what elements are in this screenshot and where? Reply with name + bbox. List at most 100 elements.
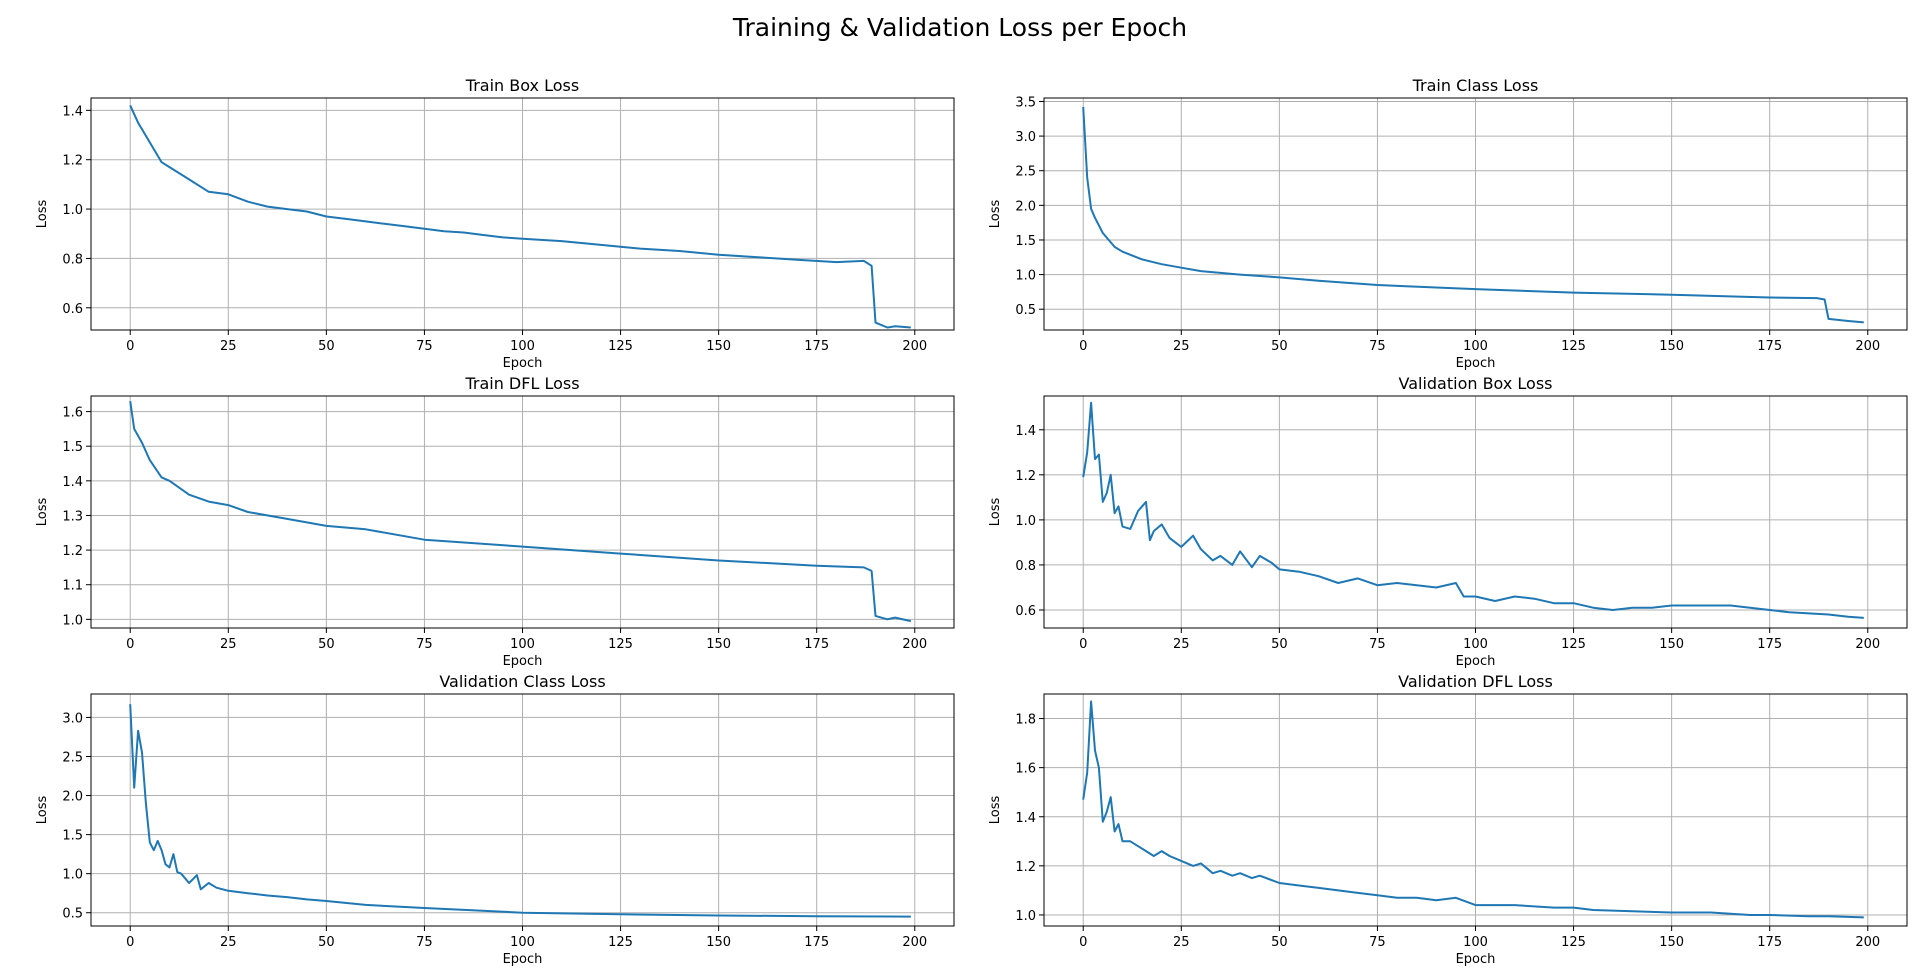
series-line	[1082, 700, 1864, 919]
x-tick-label: 0	[126, 339, 134, 354]
subplot-grid: 0 25 50 75 100 125 150 175 200 0.6 0.8 1.0 1.2 1.4 Tra…	[35, 76, 1908, 967]
x-tick-label: 0	[126, 637, 134, 652]
subplot-validation-dfl-loss: 0 25 50 75 100 125 150 175 200 1.0 1.2 1.4 1.6 1.8 Val…	[988, 672, 1908, 967]
series-line	[129, 401, 912, 623]
x-tick-label: 50	[1271, 339, 1288, 354]
subplot-title: Train Class Loss	[1412, 76, 1539, 95]
y-tick-label: 1.5	[62, 829, 83, 844]
y-tick-label: 3.0	[1015, 130, 1036, 145]
series-line	[129, 704, 911, 918]
x-tick-label: 200	[902, 637, 927, 652]
x-tick-label: 0	[1079, 935, 1087, 950]
x-tick-label: 175	[1757, 935, 1782, 950]
y-tick-label: 1.4	[1015, 811, 1036, 826]
x-tick-label: 75	[1369, 935, 1386, 950]
x-tick-label: 75	[1369, 637, 1386, 652]
x-tick-label: 50	[318, 637, 335, 652]
x-tick-label: 125	[608, 935, 633, 950]
x-tick-label: 0	[1079, 637, 1087, 652]
x-tick-label: 0	[126, 935, 134, 950]
x-tick-label: 125	[1561, 935, 1586, 950]
y-tick-label: 2.5	[1015, 165, 1036, 180]
y-tick-label: 1.1	[62, 579, 83, 594]
y-tick-label: 1.2	[1015, 860, 1036, 875]
x-tick-label: 150	[706, 935, 731, 950]
y-tick-label: 3.0	[62, 711, 83, 726]
y-axis-label: Loss	[988, 498, 1003, 527]
x-tick-label: 200	[1855, 637, 1880, 652]
y-tick-label: 0.5	[1015, 303, 1036, 318]
y-tick-label: 1.0	[1015, 909, 1036, 924]
x-tick-label: 200	[1855, 339, 1880, 354]
x-axis-label: Epoch	[503, 356, 543, 371]
x-tick-label: 200	[902, 339, 927, 354]
x-tick-label: 100	[1463, 935, 1488, 950]
y-tick-label: 1.2	[62, 544, 83, 559]
figure-title: Training & Validation Loss per Epoch	[732, 13, 1187, 42]
subplot-train-dfl-loss: 0 25 50 75 100 125 150 175 200 1.0 1.1 1.2 1.3 1.4 1.5…	[35, 374, 955, 669]
x-tick-label: 150	[1659, 339, 1684, 354]
x-tick-label: 150	[706, 339, 731, 354]
y-tick-label: 0.6	[62, 302, 83, 317]
x-tick-label: 125	[1561, 637, 1586, 652]
y-tick-label: 0.8	[1015, 559, 1036, 574]
x-tick-label: 125	[608, 339, 633, 354]
subplot-title: Train DFL Loss	[464, 374, 579, 393]
y-axis-label: Loss	[988, 200, 1003, 229]
y-axis-label: Loss	[35, 498, 50, 527]
series-line	[129, 104, 911, 329]
subplot-validation-class-loss: 0 25 50 75 100 125 150 175 200 0.5 1.0 1.5 2.0 2.5 3.0…	[35, 672, 955, 967]
x-tick-label: 75	[416, 339, 433, 354]
subplot-title: Train Box Loss	[465, 76, 579, 95]
x-tick-label: 75	[1369, 339, 1386, 354]
y-tick-label: 0.6	[1015, 604, 1036, 619]
y-tick-label: 1.0	[62, 203, 83, 218]
x-tick-label: 100	[1463, 637, 1488, 652]
y-tick-label: 1.0	[1015, 514, 1036, 529]
x-tick-label: 25	[1173, 935, 1190, 950]
x-tick-label: 175	[804, 637, 829, 652]
x-tick-label: 150	[1659, 935, 1684, 950]
x-tick-label: 125	[608, 637, 633, 652]
y-tick-label: 0.8	[62, 252, 83, 267]
subplot-title: Validation Box Loss	[1398, 374, 1552, 393]
y-tick-label: 3.5	[1015, 95, 1036, 110]
y-tick-label: 1.0	[62, 613, 83, 628]
x-tick-label: 50	[1271, 935, 1288, 950]
x-tick-label: 175	[1757, 339, 1782, 354]
x-tick-label: 200	[902, 935, 927, 950]
subplot-train-class-loss: 0 25 50 75 100 125 150 175 200 0.5 1.0 1.5 2.0 2.5 3.0…	[988, 76, 1908, 371]
y-tick-label: 1.4	[62, 104, 83, 119]
y-tick-label: 1.0	[62, 868, 83, 883]
y-tick-label: 1.2	[62, 154, 83, 169]
x-tick-label: 25	[1173, 637, 1190, 652]
series-line	[1082, 401, 1864, 619]
x-axis-label: Epoch	[1456, 356, 1496, 371]
subplot-title: Validation DFL Loss	[1398, 672, 1553, 691]
x-tick-label: 100	[510, 935, 535, 950]
x-tick-label: 175	[1757, 637, 1782, 652]
x-tick-label: 100	[1463, 339, 1488, 354]
y-tick-label: 2.5	[62, 750, 83, 765]
y-tick-label: 1.3	[62, 509, 83, 524]
x-tick-label: 50	[318, 935, 335, 950]
subplot-title: Validation Class Loss	[439, 672, 605, 691]
x-tick-label: 150	[706, 637, 731, 652]
x-axis-label: Epoch	[1456, 654, 1496, 669]
y-tick-label: 1.0	[1015, 269, 1036, 284]
x-tick-label: 75	[416, 637, 433, 652]
x-tick-label: 50	[1271, 637, 1288, 652]
y-tick-label: 1.5	[1015, 234, 1036, 249]
y-tick-label: 1.2	[1015, 469, 1036, 484]
x-tick-label: 150	[1659, 637, 1684, 652]
y-axis-label: Loss	[988, 796, 1003, 825]
x-tick-label: 25	[220, 339, 237, 354]
x-axis-label: Epoch	[1456, 952, 1496, 967]
series-line	[1082, 106, 1864, 324]
y-tick-label: 2.0	[1015, 199, 1036, 214]
x-tick-label: 25	[1173, 339, 1190, 354]
x-tick-label: 50	[318, 339, 335, 354]
x-tick-label: 175	[804, 935, 829, 950]
y-tick-label: 1.4	[1015, 424, 1036, 439]
